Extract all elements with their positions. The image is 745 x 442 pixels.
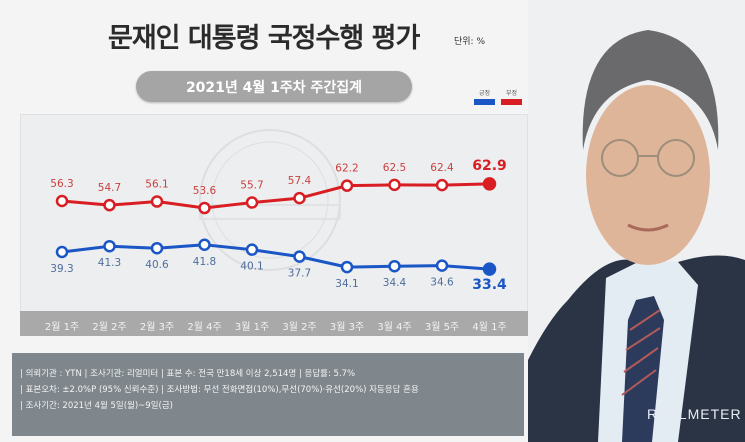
positive-series-line (61, 243, 490, 271)
data-point-marker (340, 179, 354, 192)
legend-item-negative: 부정 (501, 88, 522, 105)
data-point-marker (293, 250, 306, 263)
info-line-1: | 의뢰기관 : YTN | 조사기관: 리얼미터 | 표본 수: 전국 만18… (20, 369, 356, 379)
data-point-marker (340, 260, 354, 274)
data-point-marker (198, 201, 211, 215)
x-axis-tick-label: 3월 3주 (329, 322, 365, 333)
data-point-marker (150, 195, 164, 208)
data-value-label: 34.6 (430, 277, 454, 289)
data-point-marker (435, 259, 449, 272)
data-value-label: 62.5 (383, 162, 406, 174)
data-point-marker (150, 241, 164, 255)
chart-panel (20, 114, 528, 336)
data-point-marker (482, 177, 497, 191)
x-axis-tick-label: 2월 4주 (187, 322, 222, 333)
data-value-label: 62.2 (335, 163, 358, 175)
legend-label: 긍정 (478, 90, 491, 97)
legend-swatch-negative (501, 99, 522, 105)
data-value-label: 56.1 (145, 179, 168, 191)
data-point-marker (198, 238, 211, 251)
data-point-marker (245, 243, 259, 256)
x-axis-tick-label: 2월 3주 (139, 322, 175, 333)
negative-series-line (61, 182, 490, 210)
x-axis-tick-label: 4월 1주 (472, 322, 507, 333)
data-value-label: 34.4 (383, 277, 407, 289)
data-value-label: 39.3 (50, 263, 73, 275)
data-point-marker (388, 259, 401, 273)
info-line-2: | 표본오차: ±2.0%P (95% 신뢰수준) | 조사방법: 무선 전화면… (20, 385, 419, 395)
data-point-marker (55, 194, 69, 208)
data-point-marker (482, 262, 497, 276)
survey-info-box: | 의뢰기관 : YTN | 조사기관: 리얼미터 | 표본 수: 전국 만18… (12, 353, 524, 436)
data-point-marker (293, 191, 306, 205)
data-value-label: 41.8 (193, 256, 216, 268)
data-point-marker (388, 178, 401, 192)
subtitle-text: 2021년 4월 1주차 주간집계 (185, 79, 363, 96)
data-value-label: 55.7 (240, 180, 263, 192)
page-title: 문재인 대통령 국정수행 평가 (108, 23, 420, 54)
x-axis-tick-label: 2월 2주 (92, 322, 127, 333)
data-value-label: 37.7 (288, 268, 311, 280)
legend-label: 부정 (505, 90, 518, 97)
subtitle-pill: 2021년 4월 1주차 주간집계 (136, 71, 412, 102)
data-value-label: 62.4 (430, 162, 454, 174)
realmeter-logo: REALMETER (647, 406, 742, 422)
data-value-label: 54.7 (98, 182, 121, 194)
data-value-label: 56.3 (50, 178, 73, 190)
data-point-marker (103, 198, 116, 212)
data-value-label: 57.4 (288, 175, 312, 187)
x-axis-tick-label: 3월 4주 (377, 322, 412, 333)
info-line-3: | 조사기간: 2021년 4월 5일(월)~9일(금) (20, 401, 173, 411)
data-point-marker (435, 178, 449, 192)
data-value-label: 62.9 (472, 158, 507, 174)
data-point-marker (55, 245, 69, 259)
x-axis-tick-label: 2월 1주 (44, 322, 80, 333)
data-value-label: 41.3 (98, 257, 121, 269)
x-axis-tick-label: 3월 2주 (282, 322, 317, 333)
x-axis-bar (20, 311, 528, 336)
x-axis-tick-label: 3월 1주 (234, 322, 270, 333)
data-value-label: 34.1 (335, 278, 358, 290)
data-value-label: 40.6 (145, 259, 169, 271)
data-value-label: 40.1 (240, 261, 263, 273)
data-point-marker (245, 196, 259, 209)
data-value-label: 53.6 (193, 185, 217, 197)
legend-item-positive: 긍정 (474, 88, 495, 105)
legend: 긍정 부정 (474, 88, 522, 105)
x-axis-tick-label: 3월 5주 (424, 322, 460, 333)
unit-label: 단위: % (454, 37, 486, 47)
data-point-marker (103, 239, 116, 253)
legend-swatch-positive (474, 99, 495, 105)
portrait-photo (528, 0, 745, 442)
data-value-label: 33.4 (472, 277, 507, 293)
